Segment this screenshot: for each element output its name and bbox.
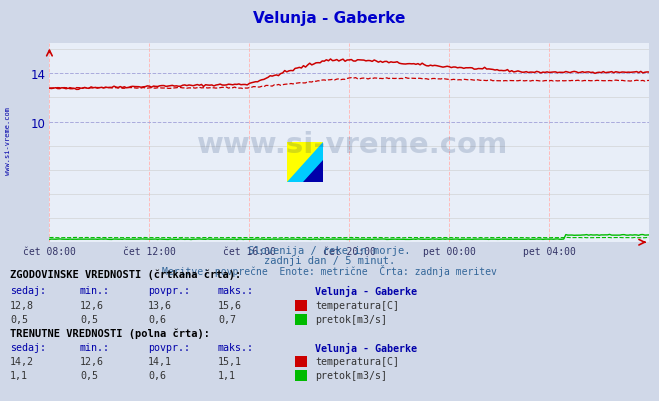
Text: 12,6: 12,6 [80, 300, 104, 310]
Text: 15,6: 15,6 [218, 300, 242, 310]
Text: sedaj:: sedaj: [10, 285, 46, 295]
Text: temperatura[C]: temperatura[C] [315, 300, 399, 310]
Text: 12,8: 12,8 [10, 300, 34, 310]
Text: 13,6: 13,6 [148, 300, 172, 310]
Text: 0,6: 0,6 [148, 314, 166, 324]
Text: 0,5: 0,5 [80, 370, 98, 380]
Text: sedaj:: sedaj: [10, 342, 46, 352]
Text: maks.:: maks.: [218, 285, 254, 295]
Text: 1,1: 1,1 [218, 370, 236, 380]
Text: 15,1: 15,1 [218, 356, 242, 366]
Text: temperatura[C]: temperatura[C] [315, 356, 399, 366]
Text: 0,7: 0,7 [218, 314, 236, 324]
Text: www.si-vreme.com: www.si-vreme.com [197, 130, 508, 158]
Text: 14,1: 14,1 [148, 356, 172, 366]
Text: 0,5: 0,5 [80, 314, 98, 324]
Text: min.:: min.: [80, 285, 110, 295]
Text: Velunja - Gaberke: Velunja - Gaberke [315, 342, 417, 352]
Text: 1,1: 1,1 [10, 370, 28, 380]
Text: Velunja - Gaberke: Velunja - Gaberke [315, 285, 417, 296]
Text: Velunja - Gaberke: Velunja - Gaberke [253, 10, 406, 26]
Text: 14,2: 14,2 [10, 356, 34, 366]
Text: povpr.:: povpr.: [148, 285, 190, 295]
Text: maks.:: maks.: [218, 342, 254, 352]
Text: 12,6: 12,6 [80, 356, 104, 366]
Text: 0,6: 0,6 [148, 370, 166, 380]
Text: povpr.:: povpr.: [148, 342, 190, 352]
Text: 0,5: 0,5 [10, 314, 28, 324]
Polygon shape [303, 160, 323, 182]
Text: Meritve: povprečne  Enote: metrične  Črta: zadnja meritev: Meritve: povprečne Enote: metrične Črta:… [162, 265, 497, 277]
Text: www.si-vreme.com: www.si-vreme.com [5, 106, 11, 174]
Text: pretok[m3/s]: pretok[m3/s] [315, 370, 387, 380]
Text: zadnji dan / 5 minut.: zadnji dan / 5 minut. [264, 256, 395, 265]
Text: Slovenija / reke in morje.: Slovenija / reke in morje. [248, 246, 411, 255]
Polygon shape [287, 142, 323, 182]
Text: ZGODOVINSKE VREDNOSTI (črtkana črta):: ZGODOVINSKE VREDNOSTI (črtkana črta): [10, 269, 241, 279]
Text: pretok[m3/s]: pretok[m3/s] [315, 314, 387, 324]
Text: TRENUTNE VREDNOSTI (polna črta):: TRENUTNE VREDNOSTI (polna črta): [10, 328, 210, 338]
Text: min.:: min.: [80, 342, 110, 352]
